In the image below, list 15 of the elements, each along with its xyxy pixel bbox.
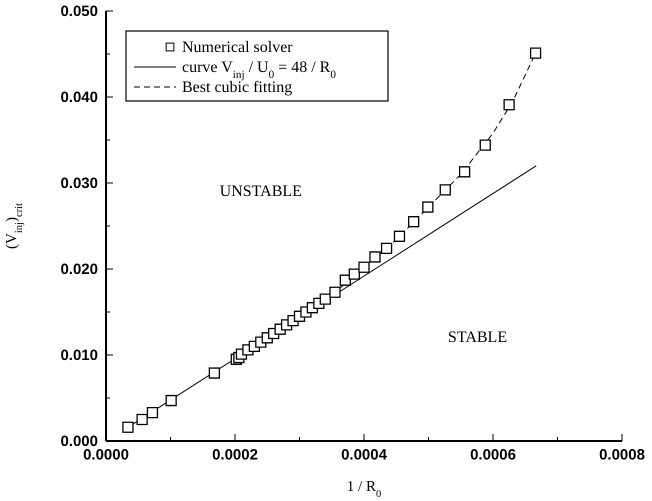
x-tick-label: 0.0006 (470, 446, 516, 464)
y-tick-label: 0.030 (60, 174, 98, 192)
legend-label: Best cubic fitting (182, 79, 292, 96)
y-tick-label: 0.040 (60, 88, 98, 106)
annotation: UNSTABLE (220, 182, 302, 200)
y-tick-label: 0.010 (60, 346, 98, 364)
annotation: STABLE (448, 329, 508, 346)
legend-label: curve V$_{inj}$ / U$_{0}$ = 48 / R$_{0}$ (182, 59, 336, 81)
x-axis-title: 1 / R$_{0}$ (346, 479, 382, 500)
x-tick-label: 0.0004 (341, 446, 388, 464)
x-tick-label: 0.0002 (212, 446, 258, 464)
y-tick-label: 0.050 (60, 2, 98, 20)
legend-label: Numerical solver (182, 39, 294, 56)
y-tick-label: 0.020 (60, 260, 98, 278)
x-tick-label: 0.0008 (599, 446, 645, 464)
